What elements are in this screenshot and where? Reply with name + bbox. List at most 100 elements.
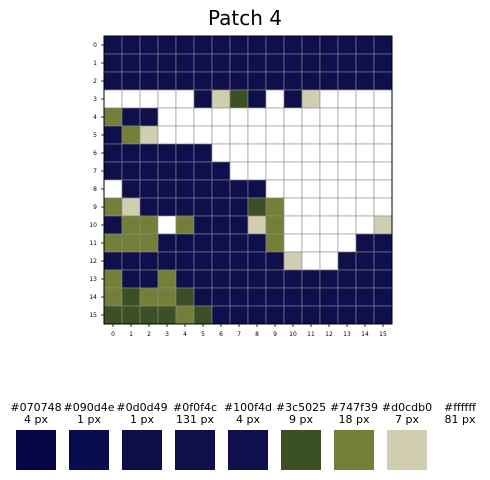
heatmap-cell [175, 215, 195, 235]
x-tick-label: 2 [147, 331, 151, 338]
heatmap-cell [139, 251, 159, 271]
heatmap-cell [337, 269, 357, 289]
heatmap-cell [193, 179, 213, 199]
heatmap-cell [211, 89, 231, 109]
heatmap-cell [355, 143, 375, 163]
heatmap-cell [319, 179, 339, 199]
heatmap-cell [175, 305, 195, 325]
heatmap-cell [355, 107, 375, 127]
heatmap-cell [373, 89, 393, 109]
heatmap-cell [193, 125, 213, 145]
heatmap-cell [319, 305, 339, 325]
heatmap-cell [355, 287, 375, 307]
heatmap-cell [139, 53, 159, 73]
heatmap-cell [373, 161, 393, 181]
heatmap-cell [301, 35, 321, 55]
heatmap-cell [103, 179, 123, 199]
heatmap-cell [265, 251, 285, 271]
heatmap-cell [175, 53, 195, 73]
heatmap-cell [211, 269, 231, 289]
heatmap-cell [283, 251, 303, 271]
heatmap-cell [157, 233, 177, 253]
heatmap-cell [319, 215, 339, 235]
heatmap-cell [247, 107, 267, 127]
heatmap-cell [211, 287, 231, 307]
heatmap-cell [355, 233, 375, 253]
heatmap-cell [229, 251, 249, 271]
heatmap-cell [283, 89, 303, 109]
heatmap-cell [121, 143, 141, 163]
chart-title: Patch 4 [207, 6, 282, 30]
heatmap-cell [247, 89, 267, 109]
heatmap-cell [301, 215, 321, 235]
heatmap-cell [265, 89, 285, 109]
heatmap-cell [247, 215, 267, 235]
heatmap-cell [193, 233, 213, 253]
heatmap-cell [103, 71, 123, 91]
x-tick-label: 9 [273, 331, 277, 338]
heatmap-cell [301, 89, 321, 109]
x-tick-label: 8 [255, 331, 259, 338]
heatmap-cell [139, 143, 159, 163]
heatmap-cell [139, 197, 159, 217]
heatmap-cell [229, 287, 249, 307]
heatmap-cell [103, 53, 123, 73]
heatmap-cell [301, 179, 321, 199]
heatmap-cell [139, 179, 159, 199]
heatmap-cell [193, 197, 213, 217]
heatmap-cell [265, 179, 285, 199]
x-tick-label: 4 [183, 331, 187, 338]
heatmap-cell [373, 107, 393, 127]
heatmap-cell [211, 161, 231, 181]
heatmap-cell [301, 71, 321, 91]
heatmap-cell [247, 251, 267, 271]
heatmap-cell [193, 215, 213, 235]
heatmap-cell [157, 251, 177, 271]
heatmap-cell [103, 305, 123, 325]
heatmap-cell [103, 125, 123, 145]
heatmap-cell [121, 251, 141, 271]
heatmap-cell [175, 71, 195, 91]
heatmap-cell [319, 251, 339, 271]
heatmap-cell [193, 35, 213, 55]
heatmap-cell [211, 35, 231, 55]
heatmap-cell [175, 161, 195, 181]
heatmap-cell [319, 71, 339, 91]
heatmap-cell [139, 107, 159, 127]
heatmap-cell [265, 107, 285, 127]
heatmap-cell [139, 161, 159, 181]
heatmap-cell [247, 269, 267, 289]
heatmap-cell [121, 215, 141, 235]
heatmap-cell [247, 287, 267, 307]
y-tick-label: 9 [93, 204, 97, 211]
heatmap-cell [319, 89, 339, 109]
heatmap-cell [103, 143, 123, 163]
heatmap-cell [319, 143, 339, 163]
heatmap-cell [283, 215, 303, 235]
heatmap-cell [355, 215, 375, 235]
x-tick-label: 0 [111, 331, 115, 338]
y-tick-label: 2 [93, 78, 97, 85]
heatmap-cell [265, 161, 285, 181]
heatmap-cell [121, 179, 141, 199]
heatmap-cell [121, 305, 141, 325]
heatmap-cell [211, 305, 231, 325]
heatmap-cell [301, 161, 321, 181]
heatmap-cell [211, 251, 231, 271]
heatmap-cell [103, 35, 123, 55]
y-tick-label: 12 [89, 258, 97, 265]
heatmap-cell [193, 251, 213, 271]
heatmap-cell [337, 53, 357, 73]
x-tick-label: 14 [361, 331, 369, 338]
heatmap-cell [265, 197, 285, 217]
heatmap-cell [301, 125, 321, 145]
heatmap-cell [283, 35, 303, 55]
y-tick-label: 5 [93, 132, 97, 139]
heatmap-cell [301, 107, 321, 127]
heatmap-cell [211, 197, 231, 217]
heatmap-cell [175, 233, 195, 253]
heatmap-cell [265, 125, 285, 145]
heatmap-cell [175, 125, 195, 145]
heatmap-cell [373, 233, 393, 253]
